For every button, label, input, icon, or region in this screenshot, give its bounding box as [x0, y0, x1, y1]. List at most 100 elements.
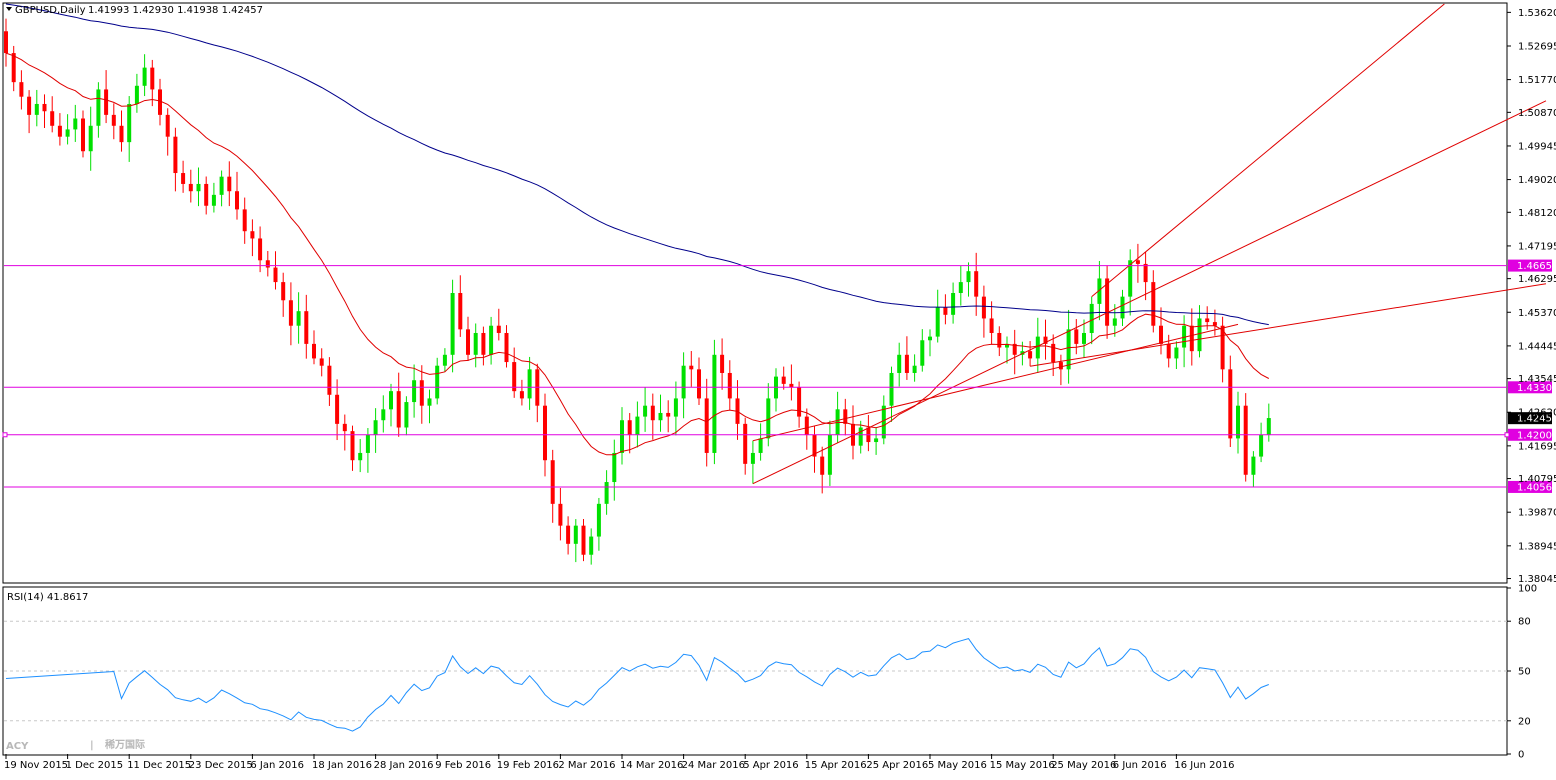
candle-bear [419, 380, 424, 406]
candle-bear [1074, 329, 1079, 344]
candle-bull [211, 194, 216, 206]
candle-bull [365, 434, 370, 453]
level-handle-right[interactable] [1504, 432, 1510, 438]
price-tick-label: 1.39870 [1518, 508, 1556, 519]
candle-bear [1028, 351, 1033, 359]
candle-bear [342, 423, 347, 432]
candle-bull [881, 405, 886, 439]
candle-bear [165, 114, 170, 137]
candle-bear [1220, 325, 1225, 370]
time-tick-label: 16 Jun 2016 [1174, 760, 1234, 771]
watermark-brand-cn: 稀万国际 [105, 738, 145, 751]
price-tick-label: 1.43545 [1518, 374, 1556, 385]
candle-bear [804, 416, 809, 435]
candle-bear [843, 409, 848, 424]
candle-bull [604, 482, 609, 504]
candle-bear [173, 136, 178, 174]
candle-bear [304, 311, 309, 344]
candle-bear [104, 89, 109, 115]
price-tick-label: 1.47195 [1518, 241, 1556, 252]
ma-slow-line [5, 3, 1269, 326]
time-tick-label: 25 May 2016 [1051, 760, 1116, 771]
candle-bull [643, 405, 648, 417]
candle-bear [697, 369, 701, 399]
rsi-tick-label: 100 [1518, 584, 1537, 595]
candle-bear [496, 325, 501, 333]
candle-bear [312, 343, 316, 359]
candle-bear [820, 456, 825, 475]
time-tick-label: 19 Nov 2015 [4, 760, 68, 771]
candle-bull [966, 271, 971, 283]
level-handle-left[interactable] [2, 432, 8, 438]
candle-bear [42, 103, 47, 112]
candle-bear [466, 329, 470, 355]
time-tick-label: 6 Jan 2016 [250, 760, 304, 771]
candle-bear [1058, 362, 1063, 370]
candle-bull [658, 412, 663, 421]
candle-bull [620, 420, 624, 453]
main-pane-frame [2, 2, 1508, 584]
price-tick-label: 1.48120 [1518, 208, 1556, 219]
candle-bull [573, 525, 578, 544]
candle-bull [758, 438, 763, 453]
candle-bear [281, 282, 286, 301]
candle-bull [1097, 278, 1102, 304]
candle-bull [358, 452, 363, 461]
candle-bear [19, 82, 24, 97]
price-tick-label: 1.42620 [1518, 408, 1556, 419]
candle-bear [566, 525, 571, 544]
candle-bull [1005, 343, 1009, 348]
price-tick-label: 1.49945 [1518, 141, 1556, 152]
candle-bull [750, 452, 755, 464]
candle-bull [473, 332, 478, 355]
candle-bear [258, 238, 263, 261]
price-tick-label: 1.44445 [1518, 341, 1556, 352]
candle-bull [635, 416, 640, 435]
price-level-tag [1508, 381, 1552, 394]
candle-bull [489, 325, 494, 355]
candle-bear [1043, 336, 1048, 344]
candle-bear [981, 296, 986, 319]
candle-bear [481, 332, 486, 355]
candle-bull [134, 85, 139, 104]
candle-bull [712, 354, 717, 453]
candle-bull [412, 380, 417, 403]
time-tick-label: 23 Dec 2015 [189, 760, 253, 771]
candle-bear [558, 503, 563, 526]
time-tick-label: 1 Dec 2015 [66, 760, 124, 771]
price-tick-label: 1.38945 [1518, 541, 1556, 552]
candle-bear [1012, 343, 1017, 355]
candle-bear [704, 398, 709, 453]
candle-bear [789, 383, 794, 388]
candle-bull [73, 118, 78, 130]
candle-bear [4, 31, 8, 54]
candle-bear [1143, 263, 1148, 283]
ohlc-values: 1.41993 1.42930 1.41938 1.42457 [88, 5, 263, 16]
time-tick-label: 5 Apr 2016 [743, 760, 798, 771]
moving-averages [5, 3, 1270, 456]
candle-bear [512, 362, 517, 392]
candle-bull [1066, 329, 1071, 370]
candle-bear [627, 420, 632, 435]
candle-bull [219, 176, 224, 195]
candle-bear [57, 125, 62, 137]
candle-bull [1266, 418, 1271, 435]
candle-bear [943, 307, 948, 315]
price-level-tag [1508, 259, 1552, 272]
candle-bear [504, 332, 509, 363]
candle-bull [827, 434, 832, 475]
candle-bull [127, 103, 132, 143]
candle-bear [989, 318, 994, 333]
candle-bull [1089, 303, 1094, 333]
candle-bear [181, 173, 186, 184]
price-level-label: 1.46654 [1517, 261, 1556, 272]
candle-bear [781, 376, 786, 384]
candle-bear [204, 183, 209, 206]
candle-bear [666, 412, 671, 417]
dropdown-triangle-icon[interactable] [6, 7, 12, 11]
rsi-tick-label: 20 [1518, 716, 1531, 727]
candle-bull [34, 103, 39, 115]
candle-bear [1159, 325, 1163, 344]
